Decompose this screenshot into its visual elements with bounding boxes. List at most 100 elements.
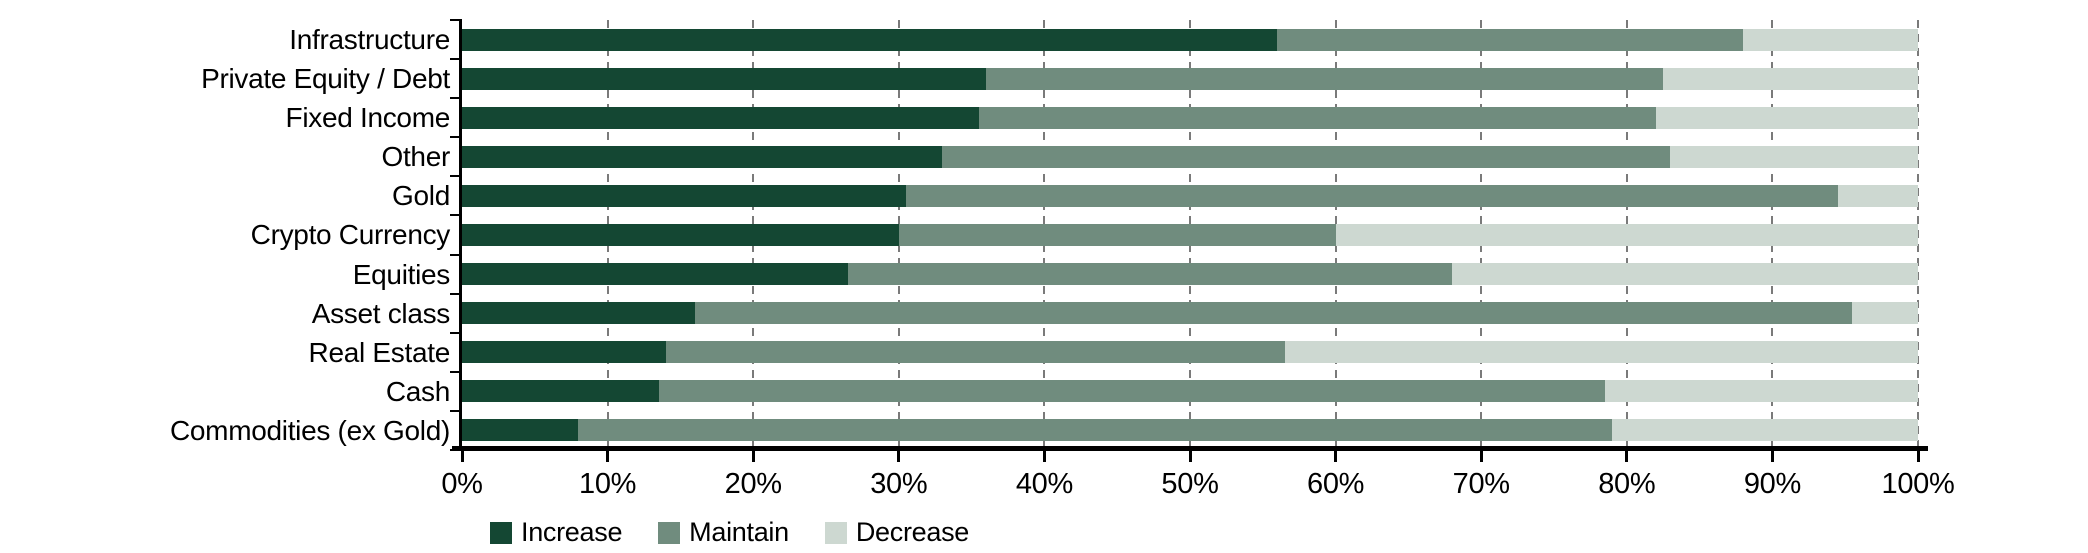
x-axis-tick-50% <box>1188 446 1192 462</box>
x-tick-label-30%: 30% <box>870 468 928 500</box>
category-label-other: Other <box>381 141 450 173</box>
bar-segment-infrastructure-maintain <box>1277 28 1744 51</box>
bar-segment-gold-increase <box>462 184 907 207</box>
category-label-infrastructure: Infrastructure <box>289 24 450 55</box>
bar-segment-infrastructure-increase <box>462 28 1278 51</box>
x-tick-label-70%: 70% <box>1452 468 1510 500</box>
bar-gold <box>462 184 1918 207</box>
gridline-100% <box>1917 20 1919 450</box>
x-tick-label-90%: 90% <box>1743 468 1801 500</box>
x-tick-label-100%: 100% <box>1881 468 1955 500</box>
bar-segment-private-equity-debt-decrease <box>1663 67 1918 90</box>
x-axis-tick-30% <box>897 446 901 462</box>
x-axis-tick-0% <box>460 446 464 462</box>
bar-infrastructure <box>462 28 1918 51</box>
x-tick-label-0%: 0% <box>441 468 483 500</box>
y-axis-tick <box>450 136 462 139</box>
bar-segment-fixed-income-increase <box>462 106 979 129</box>
bar-segment-gold-decrease <box>1837 184 1918 207</box>
bar-segment-gold-maintain <box>906 184 1838 207</box>
bar-segment-other-maintain <box>942 145 1671 168</box>
bar-segment-real-estate-increase <box>462 341 666 364</box>
bar-real-estate <box>462 341 1918 364</box>
category-label-equities: Equities <box>352 258 451 290</box>
legend: Increase Maintain Decrease <box>490 517 969 548</box>
x-axis-tick-100% <box>1916 446 1920 462</box>
legend-item-maintain: Maintain <box>658 517 789 548</box>
y-axis-tick <box>450 175 462 178</box>
bar-commodities-ex-gold <box>462 419 1918 442</box>
category-label-asset-class: Asset class <box>311 297 451 329</box>
category-label-crypto-currency: Crypto Currency <box>250 219 451 251</box>
x-tick-label-20%: 20% <box>724 468 782 500</box>
bar-segment-asset-class-increase <box>462 302 695 325</box>
y-axis-tick <box>450 409 462 412</box>
bar-segment-commodities-ex-gold-increase <box>462 419 579 442</box>
category-label-real-estate: Real Estate <box>308 336 451 368</box>
legend-swatch-maintain <box>658 521 681 544</box>
bar-fixed-income <box>462 106 1918 129</box>
bar-segment-commodities-ex-gold-maintain <box>578 419 1613 442</box>
category-label-commodities-ex-gold: Commodities (ex Gold) <box>169 414 450 446</box>
x-tick-label-80%: 80% <box>1598 468 1656 500</box>
bar-segment-other-increase <box>462 145 943 168</box>
legend-swatch-decrease <box>824 521 847 544</box>
bar-cash <box>462 380 1918 403</box>
x-axis-tick-20% <box>751 446 755 462</box>
bar-segment-equities-decrease <box>1452 263 1918 286</box>
x-tick-label-60%: 60% <box>1307 468 1365 500</box>
x-axis-tick-10% <box>606 446 610 462</box>
bar-segment-crypto-currency-decrease <box>1335 224 1918 246</box>
bar-segment-asset-class-decrease <box>1852 302 1918 325</box>
x-axis-tick-60% <box>1334 446 1338 462</box>
category-label-fixed-income: Fixed Income <box>285 102 451 134</box>
x-axis-tick-90% <box>1770 446 1774 462</box>
bar-other <box>462 145 1918 168</box>
bar-segment-commodities-ex-gold-decrease <box>1612 419 1918 442</box>
bar-segment-fixed-income-decrease <box>1655 106 1918 129</box>
legend-label-maintain: Maintain <box>689 517 789 547</box>
category-label-private-equity-debt: Private Equity / Debt <box>201 63 450 95</box>
x-axis-tick-40% <box>1042 446 1046 462</box>
y-axis-line <box>459 20 462 450</box>
bar-segment-cash-decrease <box>1604 380 1918 403</box>
bar-segment-cash-increase <box>462 380 659 403</box>
bar-equities <box>462 263 1918 286</box>
bar-private-equity-debt <box>462 67 1918 90</box>
bar-segment-real-estate-maintain <box>665 341 1285 364</box>
bar-segment-asset-class-maintain <box>694 302 1853 325</box>
bar-segment-crypto-currency-increase <box>462 224 899 246</box>
y-axis-tick <box>450 292 462 295</box>
y-axis-tick <box>450 370 462 373</box>
x-axis-tick-70% <box>1479 446 1483 462</box>
y-axis-tick <box>450 331 462 334</box>
y-axis-tick <box>450 97 462 100</box>
bar-segment-cash-maintain <box>658 380 1605 403</box>
x-axis-tick-80% <box>1625 446 1629 462</box>
legend-label-increase: Increase <box>521 517 623 547</box>
y-axis-tick <box>450 58 462 61</box>
bar-segment-real-estate-decrease <box>1284 341 1918 364</box>
bar-segment-private-equity-debt-maintain <box>986 67 1664 90</box>
legend-item-decrease: Decrease <box>824 517 969 548</box>
legend-swatch-increase <box>490 521 512 544</box>
bar-segment-private-equity-debt-increase <box>462 67 987 90</box>
x-tick-label-50%: 50% <box>1161 468 1219 500</box>
bar-segment-fixed-income-maintain <box>978 106 1656 129</box>
y-axis-tick <box>450 214 462 217</box>
bar-segment-crypto-currency-maintain <box>898 224 1336 246</box>
category-label-cash: Cash <box>385 375 450 407</box>
category-label-gold: Gold <box>392 180 450 212</box>
legend-item-increase: Increase <box>490 517 622 548</box>
bar-segment-equities-maintain <box>847 263 1453 286</box>
bar-segment-equities-increase <box>462 263 848 286</box>
y-axis-tick <box>450 19 462 21</box>
bar-segment-other-decrease <box>1670 145 1918 168</box>
legend-label-decrease: Decrease <box>855 517 969 547</box>
bar-segment-infrastructure-decrease <box>1743 28 1918 51</box>
x-tick-label-40%: 40% <box>1015 468 1073 500</box>
bar-crypto-currency <box>462 224 1918 246</box>
x-tick-label-10%: 10% <box>579 468 637 500</box>
y-axis-tick <box>450 253 462 256</box>
